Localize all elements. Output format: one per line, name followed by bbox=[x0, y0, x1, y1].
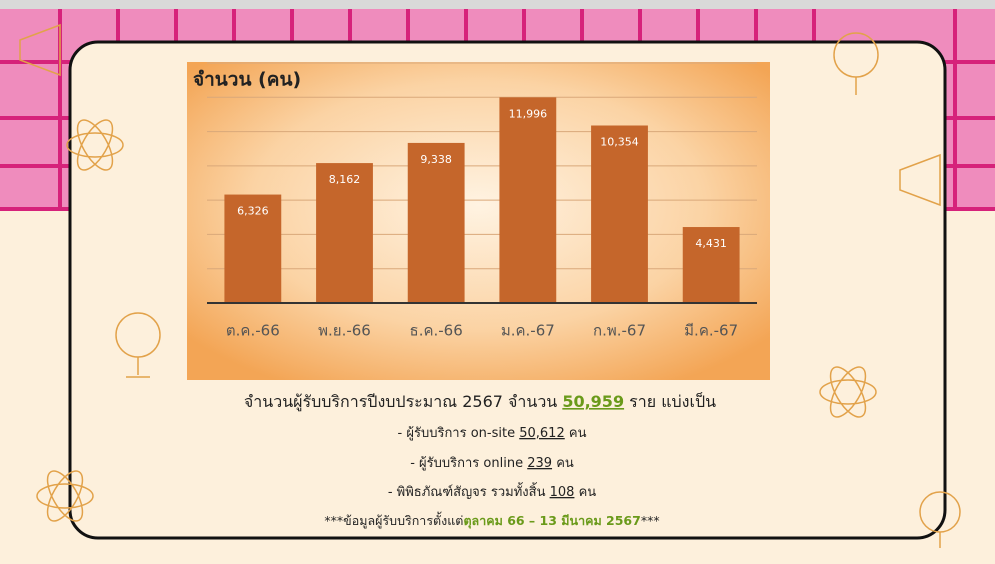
item-unit: คน bbox=[579, 485, 597, 500]
x-tick-label: ธ.ค.-66 bbox=[410, 322, 463, 340]
summary-line: จำนวนผู้รับบริการปีงบประมาณ 2567 จำนวน 5… bbox=[244, 391, 716, 412]
item-label: - พิพิธภัณฑ์สัญจร รวมทั้งสิ้น bbox=[388, 482, 546, 500]
item-value: 50,612 bbox=[519, 426, 565, 441]
data-label: 11,996 bbox=[509, 107, 548, 120]
x-tick-label: ม.ค.-67 bbox=[501, 322, 555, 340]
note: ***ข้อมูลผู้รับบริการตั้งแต่ตุลาคม 66 – … bbox=[324, 511, 659, 529]
note-period: ตุลาคม 66 – 13 มีนาคม 2567 bbox=[463, 513, 640, 529]
x-tick-label: ต.ค.-66 bbox=[226, 322, 280, 340]
summary-total: 50,959 bbox=[562, 392, 624, 411]
item-unit: คน bbox=[556, 456, 574, 471]
item-line: - พิพิธภัณฑ์สัญจร รวมทั้งสิ้น 108 คน bbox=[388, 482, 596, 500]
note-start: ***ข้อมูลผู้รับบริการตั้งแต่ bbox=[324, 511, 463, 529]
note-end: *** bbox=[641, 513, 660, 528]
x-tick-label: พ.ย.-66 bbox=[318, 322, 371, 340]
item-label: - ผู้รับบริการ on-site bbox=[398, 426, 516, 441]
summary-tail: ราย แบ่งเป็น bbox=[629, 391, 716, 411]
data-label: 9,338 bbox=[420, 153, 452, 166]
bar bbox=[591, 126, 648, 303]
data-label: 6,326 bbox=[237, 205, 269, 218]
summary-lead: จำนวนผู้รับบริการปีงบประมาณ 2567 จำนวน bbox=[244, 392, 557, 412]
slide: จำนวน (คน) 6,326 ต.ค.-66 8,162 พ.ย.-66 9,338… bbox=[0, 0, 995, 560]
page: จำนวน (คน) 6,326 ต.ค.-66 8,162 พ.ย.-66 9,338… bbox=[0, 0, 995, 560]
item-line: - ผู้รับบริการ on-site 50,612 คน bbox=[398, 426, 587, 441]
chart-title: จำนวน (คน) bbox=[193, 69, 301, 91]
data-label: 8,162 bbox=[329, 173, 361, 186]
item-unit: คน bbox=[569, 426, 587, 441]
bar bbox=[499, 97, 556, 303]
x-tick-label: ก.พ.-67 bbox=[593, 322, 646, 340]
item-value: 239 bbox=[527, 456, 552, 471]
bar bbox=[408, 143, 465, 303]
x-tick-label: มี.ค.-67 bbox=[684, 322, 738, 340]
top-strip bbox=[0, 0, 995, 9]
data-label: 4,431 bbox=[695, 237, 727, 250]
item-line: - ผู้รับบริการ online 239 คน bbox=[410, 456, 574, 471]
item-value: 108 bbox=[550, 485, 575, 500]
item-label: - ผู้รับบริการ online bbox=[410, 456, 523, 471]
data-label: 10,354 bbox=[600, 136, 639, 149]
